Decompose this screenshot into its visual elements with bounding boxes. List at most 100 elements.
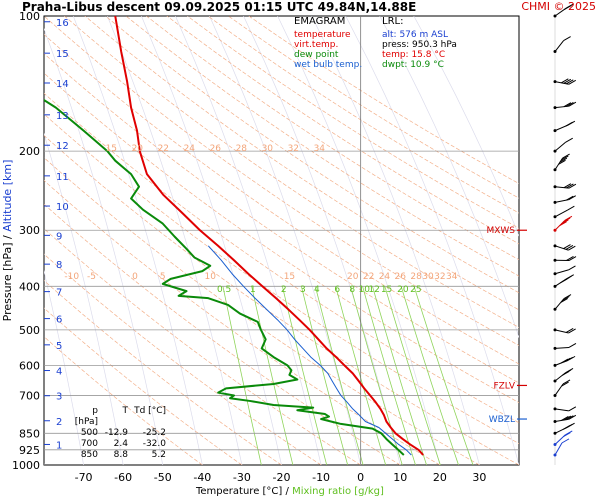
pressure-tick-label: 1000	[12, 459, 40, 472]
lrl-alt: alt: 576 m ASL	[382, 30, 482, 40]
wind-barb	[555, 210, 567, 217]
altitude-tick-label: 1	[56, 440, 62, 451]
x-axis-label: Temperature [°C] / Mixing ratio [g/kg]	[196, 486, 384, 497]
altitude-tick-label: 14	[56, 79, 69, 90]
wind-barb-dot	[554, 394, 557, 397]
altitude-tick-label: 13	[56, 111, 69, 122]
temperature-tick-label: 10	[393, 471, 407, 484]
pressure-tick-label: 850	[19, 427, 40, 440]
wind-barb-dot	[554, 129, 557, 132]
adiabat-label: 5	[160, 272, 166, 282]
wind-barb-dot	[554, 215, 557, 218]
wind-barb-feather	[564, 37, 571, 41]
level-table: p [hPa] T Td [°C] 500 -12.9 -25.2 700 2.…	[70, 406, 166, 461]
altitude-tick-label: 2	[56, 417, 62, 428]
altitude-tick-label: 5	[56, 341, 62, 352]
mixing-ratio-label: 4	[314, 285, 320, 295]
level-table-cell-t: -12.9	[98, 428, 128, 439]
adiabat-label: 10	[205, 272, 217, 282]
wind-barb-dot	[554, 347, 557, 350]
legend-item-wet-bulb: wet bulb temp.	[294, 60, 374, 70]
wind-barb-feather	[567, 206, 574, 210]
wind-barb-dot	[554, 364, 557, 367]
legend: EMAGRAM temperature virt.temp. dew point…	[294, 17, 374, 70]
adiabat-label: 30	[422, 272, 434, 282]
wind-barb-feather	[569, 343, 576, 347]
mixing-ratio-label: 8	[349, 285, 355, 295]
lrl-dwpt: dwpt: 10.9 °C	[382, 60, 482, 70]
pressure-tick-label: 400	[19, 280, 40, 293]
pressure-tick-label: 500	[19, 324, 40, 337]
adiabat-label: 34	[446, 272, 458, 282]
altitude-tick-label: 4	[56, 367, 62, 378]
altitude-tick-label: 7	[56, 288, 62, 299]
wind-barb	[555, 142, 566, 151]
x-axis-label-sep: /	[286, 486, 289, 497]
mixing-ratio-label: 1	[250, 285, 256, 295]
altitude-tick-label: 8	[56, 260, 62, 271]
pressure-tick-label: 600	[19, 359, 40, 372]
temperature-tick-label: -60	[114, 471, 132, 484]
mixing-ratio-label: 0.5	[217, 285, 231, 295]
mixing-ratio-label: 2	[281, 285, 287, 295]
altitude-tick-label: 10	[56, 202, 69, 213]
adiabat-label: 22	[363, 272, 374, 282]
level-table-header-p: p [hPa]	[70, 406, 98, 428]
wind-barb-dot	[554, 407, 557, 410]
wind-barb-feather	[564, 245, 571, 249]
wind-barb-dot	[554, 308, 557, 311]
temperature-tick-label: -70	[75, 471, 93, 484]
wind-barb-dot	[554, 420, 557, 423]
adiabat-label: 24	[184, 144, 196, 154]
wind-barb-dot	[554, 432, 557, 435]
legend-title: EMAGRAM	[294, 17, 374, 27]
level-table-cell-p: 700	[70, 439, 98, 450]
wind-barb-feather	[562, 439, 569, 443]
wind-barb-feather	[562, 371, 569, 375]
temperature-tick-label: -40	[193, 471, 211, 484]
level-table-row: 500 -12.9 -25.2	[70, 428, 166, 439]
mixing-ratio-label: 25	[410, 285, 421, 295]
wind-barb-feather	[566, 138, 573, 142]
wind-barb-dot	[554, 15, 557, 18]
wind-barb-feather	[563, 425, 570, 429]
wind-barb-dot	[554, 259, 557, 262]
pressure-tick-label: 200	[19, 145, 40, 158]
wind-barb-feather	[563, 433, 570, 437]
wind-barb-dot	[554, 453, 557, 456]
adiabat-label: 15	[106, 144, 117, 154]
mixing-ratio-label: 20	[397, 285, 409, 295]
altitude-tick-label: 12	[56, 141, 69, 152]
adiabat-label: 26	[395, 272, 407, 282]
legend-item-temperature: temperature	[294, 30, 374, 40]
wind-barb-dot	[554, 443, 557, 446]
level-marker-label: FZLV	[493, 381, 515, 391]
altitude-tick-label: 3	[56, 392, 62, 403]
temperature-tick-label: 30	[472, 471, 486, 484]
adiabat-label: 20	[132, 144, 144, 154]
wind-barb-dot	[554, 50, 557, 53]
adiabat-label: 34	[314, 144, 326, 154]
lrl-info: LRL: alt: 576 m ASL press: 950.3 hPa tem…	[382, 17, 482, 70]
wind-barb-dot	[554, 201, 557, 204]
wind-barb-feather	[569, 407, 576, 411]
wind-barb-dot	[554, 168, 557, 171]
level-table-cell-t: 2.4	[98, 439, 128, 450]
adiabat-label: 28	[236, 144, 248, 154]
adiabat-label: 0	[132, 272, 138, 282]
pressure-tick-label: 925	[19, 444, 40, 457]
lrl-press: press: 950.3 hPa	[382, 40, 482, 50]
y-axis-label-sep: /	[1, 232, 14, 239]
temperature-tick-label: -10	[312, 471, 330, 484]
y-axis-label: Pressure [hPa] / Altitude [km]	[1, 160, 14, 322]
wind-barb-feather	[566, 245, 573, 249]
wind-barb-feather	[560, 279, 567, 283]
legend-item-dew-point: dew point	[294, 50, 374, 60]
level-table-cell-td: 5.2	[128, 450, 166, 461]
wind-barb-dot	[554, 229, 557, 232]
chart-title: Praha-Libus descent 09.09.2025 01:15 UTC…	[22, 0, 416, 14]
level-marker-label: WBZL	[489, 415, 515, 425]
level-table-row: 850 8.8 5.2	[70, 450, 166, 461]
wind-barb-dot	[554, 106, 557, 109]
mixing-ratio-label: 3	[300, 285, 306, 295]
